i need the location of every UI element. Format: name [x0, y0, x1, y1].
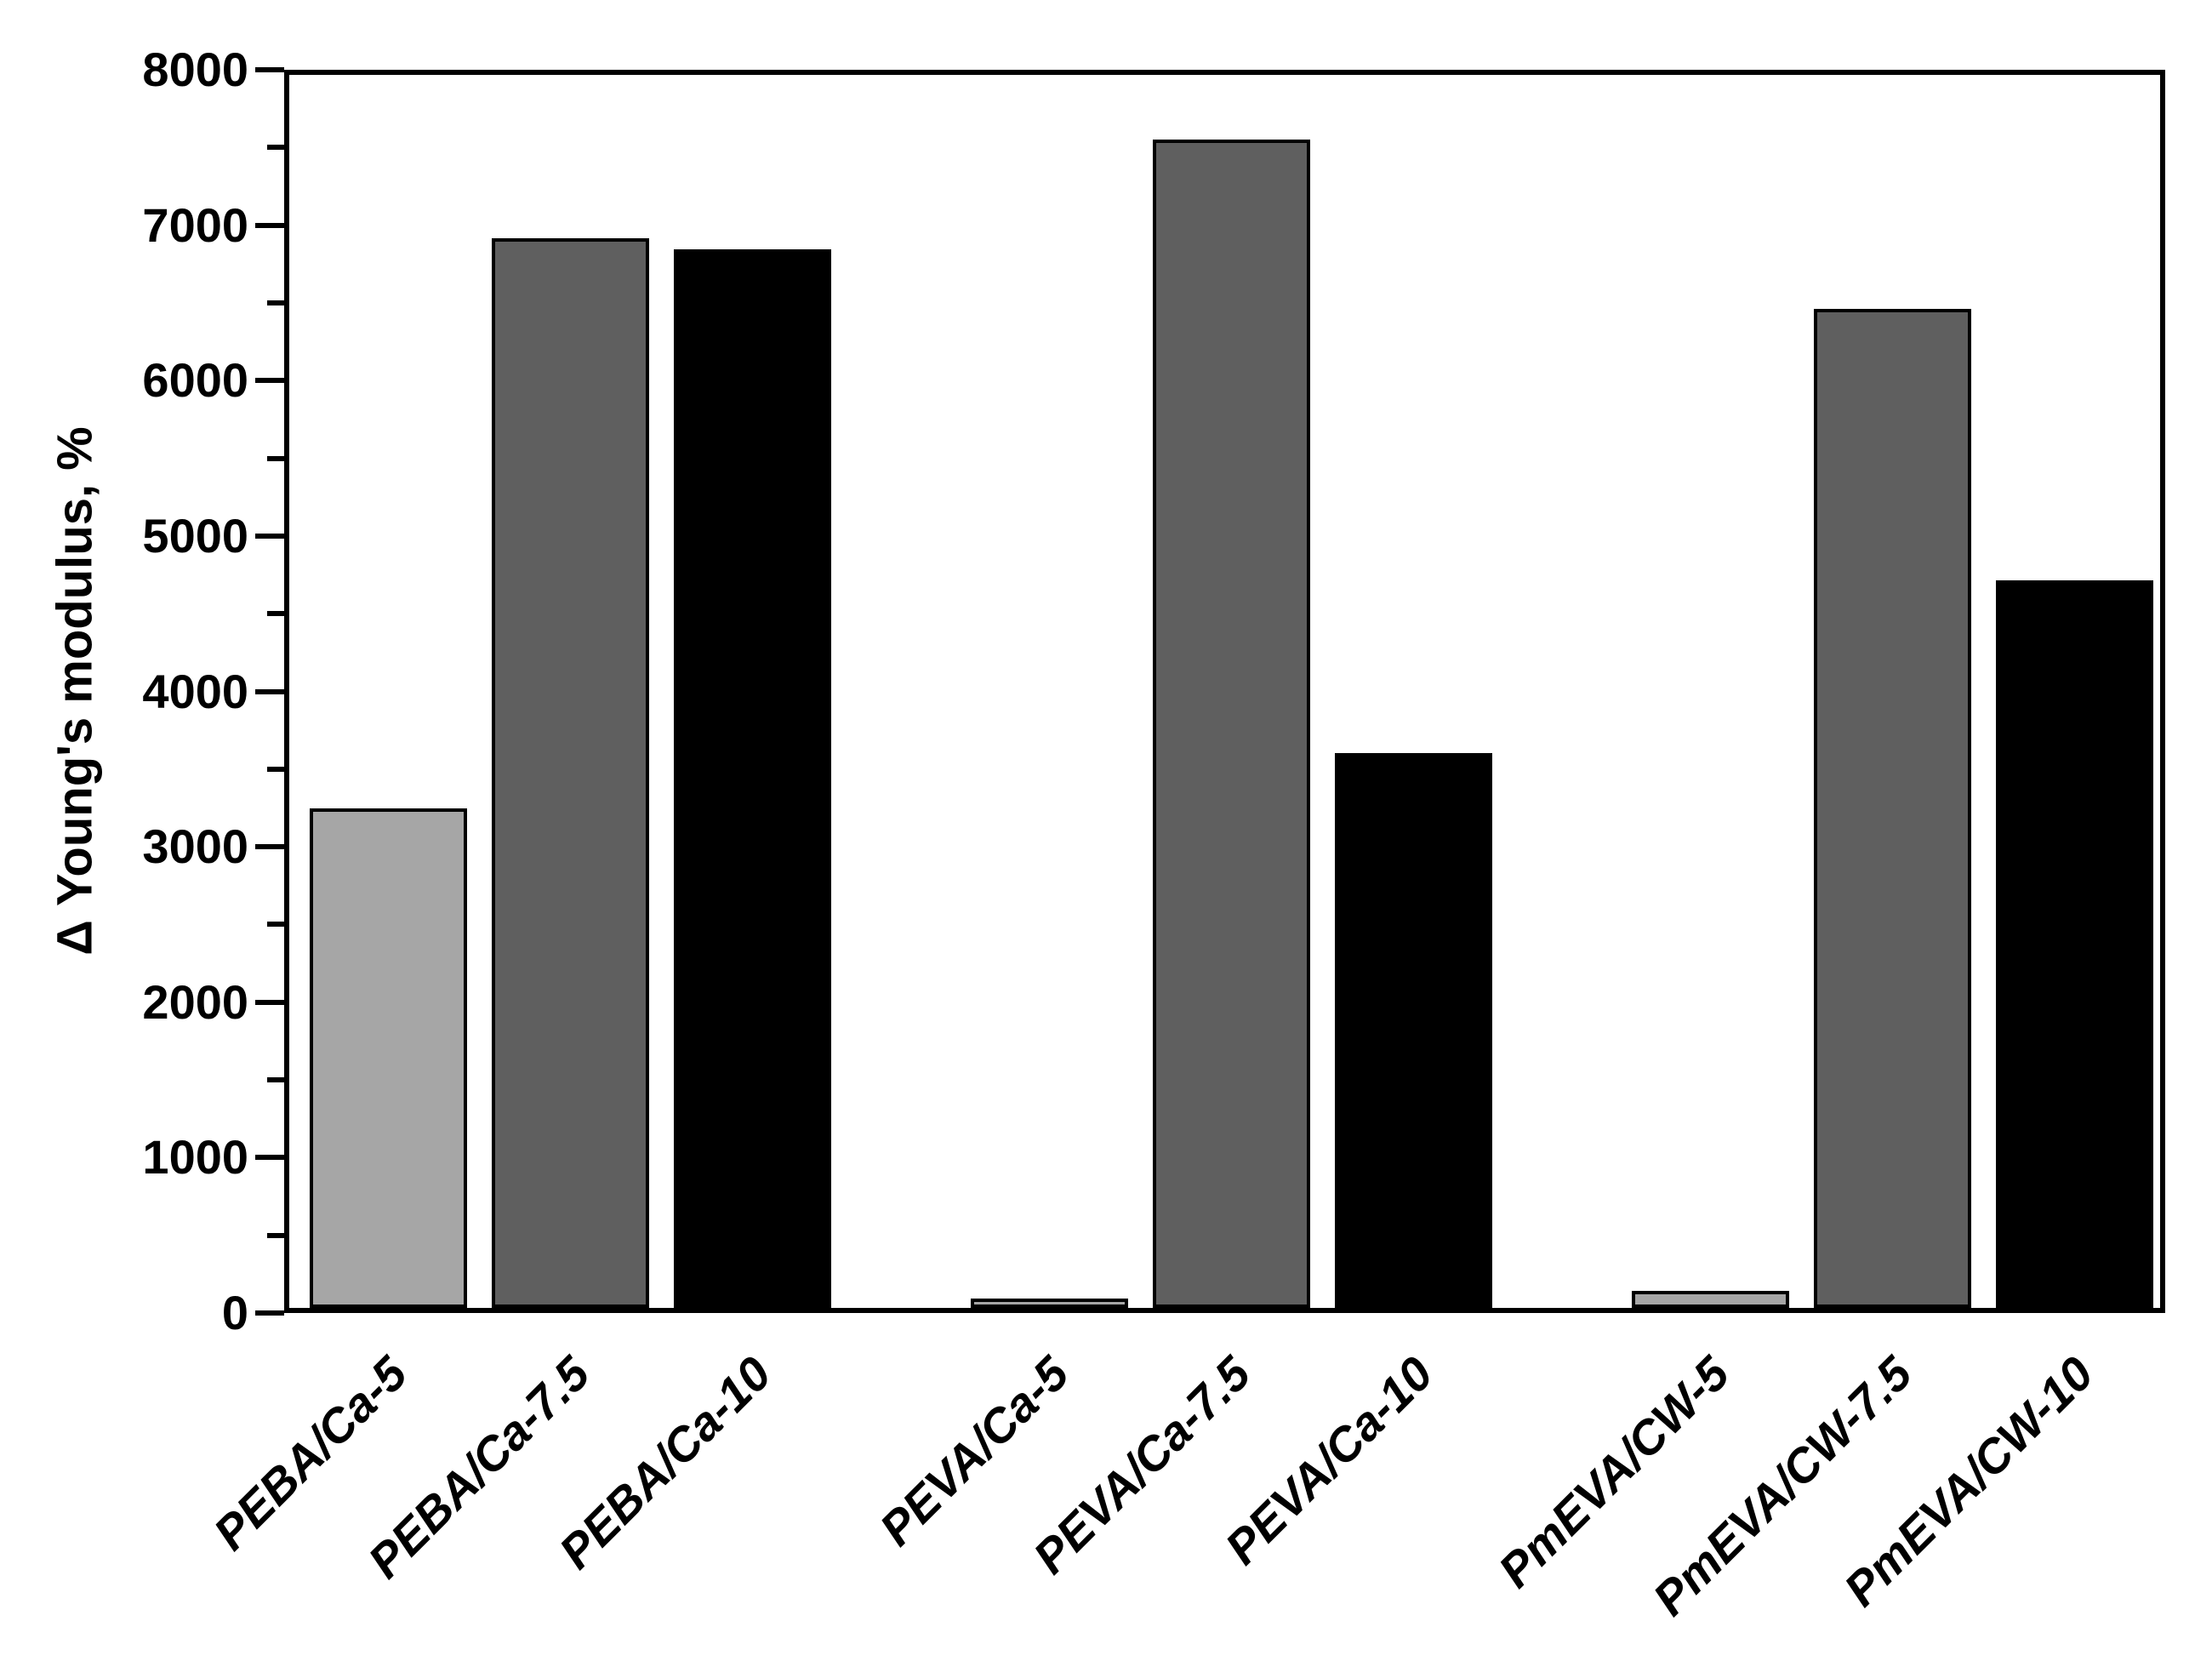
bar-peba-ca-7-5 — [492, 238, 649, 1308]
y-major-tick-7000 — [255, 223, 284, 228]
y-tick-label-0: 0 — [221, 1286, 248, 1339]
y-minor-tick-500 — [267, 1233, 284, 1238]
y-major-tick-3000 — [255, 844, 284, 849]
y-minor-tick-1500 — [267, 1077, 284, 1082]
y-minor-tick-4500 — [267, 611, 284, 616]
y-minor-tick-5500 — [267, 456, 284, 461]
y-minor-tick-2500 — [267, 922, 284, 927]
bar-pmeva-cw-5 — [1632, 1291, 1789, 1308]
y-tick-label-5000: 5000 — [142, 509, 248, 562]
plot-area — [284, 70, 2165, 1313]
bar-pmeva-cw-10 — [1996, 580, 2153, 1308]
y-axis-title: Δ Young's modulus, % — [47, 426, 103, 956]
bar-peva-ca-10 — [1335, 753, 1492, 1308]
y-minor-tick-3500 — [267, 767, 284, 772]
y-major-tick-4000 — [255, 689, 284, 694]
y-tick-label-1000: 1000 — [142, 1130, 248, 1184]
y-tick-label-3000: 3000 — [142, 819, 248, 873]
y-minor-tick-6500 — [267, 300, 284, 305]
y-major-tick-2000 — [255, 1000, 284, 1005]
y-tick-label-4000: 4000 — [142, 665, 248, 718]
y-minor-tick-7500 — [267, 145, 284, 150]
bar-peba-ca-5 — [310, 808, 467, 1308]
y-major-tick-8000 — [255, 67, 284, 72]
bar-peva-ca-7-5 — [1153, 140, 1310, 1308]
y-major-tick-6000 — [255, 378, 284, 383]
y-tick-label-6000: 6000 — [142, 353, 248, 407]
y-major-tick-5000 — [255, 534, 284, 539]
y-tick-label-8000: 8000 — [142, 43, 248, 96]
bar-pmeva-cw-7-5 — [1814, 309, 1971, 1308]
y-major-tick-1000 — [255, 1155, 284, 1160]
bar-peva-ca-5 — [971, 1299, 1128, 1308]
y-tick-label-7000: 7000 — [142, 198, 248, 252]
y-major-tick-0 — [255, 1310, 284, 1316]
y-tick-label-2000: 2000 — [142, 975, 248, 1029]
bar-peba-ca-10 — [674, 249, 831, 1308]
